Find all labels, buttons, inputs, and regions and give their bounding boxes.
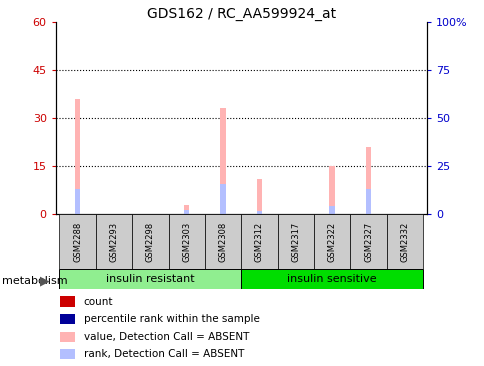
- Text: GSM2317: GSM2317: [291, 221, 300, 262]
- Bar: [220, 184, 226, 214]
- Text: GSM2332: GSM2332: [400, 221, 408, 262]
- Bar: [329, 206, 334, 214]
- Bar: [75, 189, 80, 214]
- Text: insulin sensitive: insulin sensitive: [287, 274, 376, 284]
- Text: GSM2288: GSM2288: [73, 221, 82, 262]
- Bar: [95, 214, 132, 269]
- Bar: [241, 214, 277, 269]
- Bar: [75, 99, 80, 214]
- Bar: [60, 314, 75, 324]
- Bar: [168, 214, 204, 269]
- Text: rank, Detection Call = ABSENT: rank, Detection Call = ABSENT: [83, 349, 243, 359]
- Bar: [59, 269, 241, 289]
- Text: GSM2322: GSM2322: [327, 221, 336, 262]
- Text: count: count: [83, 296, 113, 307]
- Bar: [60, 296, 75, 307]
- Bar: [60, 349, 75, 359]
- Bar: [386, 214, 422, 269]
- Bar: [277, 214, 314, 269]
- Text: GSM2303: GSM2303: [182, 221, 191, 262]
- Text: ▶: ▶: [40, 274, 49, 288]
- Bar: [183, 205, 189, 214]
- Text: GSM2298: GSM2298: [146, 221, 154, 262]
- Text: value, Detection Call = ABSENT: value, Detection Call = ABSENT: [83, 332, 248, 342]
- Text: GSM2312: GSM2312: [255, 221, 263, 262]
- Bar: [183, 210, 189, 214]
- Title: GDS162 / RC_AA599924_at: GDS162 / RC_AA599924_at: [147, 7, 335, 21]
- Bar: [365, 147, 371, 214]
- Bar: [60, 332, 75, 342]
- Text: percentile rank within the sample: percentile rank within the sample: [83, 314, 259, 324]
- Bar: [349, 214, 386, 269]
- Text: GSM2293: GSM2293: [109, 221, 118, 262]
- Bar: [256, 211, 262, 214]
- Bar: [59, 214, 95, 269]
- Bar: [132, 214, 168, 269]
- Text: GSM2308: GSM2308: [218, 221, 227, 262]
- Bar: [220, 108, 226, 214]
- Bar: [204, 214, 241, 269]
- Text: GSM2327: GSM2327: [363, 221, 372, 262]
- Text: metabolism: metabolism: [2, 276, 68, 286]
- Bar: [256, 179, 262, 214]
- Bar: [329, 166, 334, 214]
- Text: insulin resistant: insulin resistant: [106, 274, 194, 284]
- Bar: [365, 189, 371, 214]
- Bar: [314, 214, 349, 269]
- Bar: [241, 269, 422, 289]
